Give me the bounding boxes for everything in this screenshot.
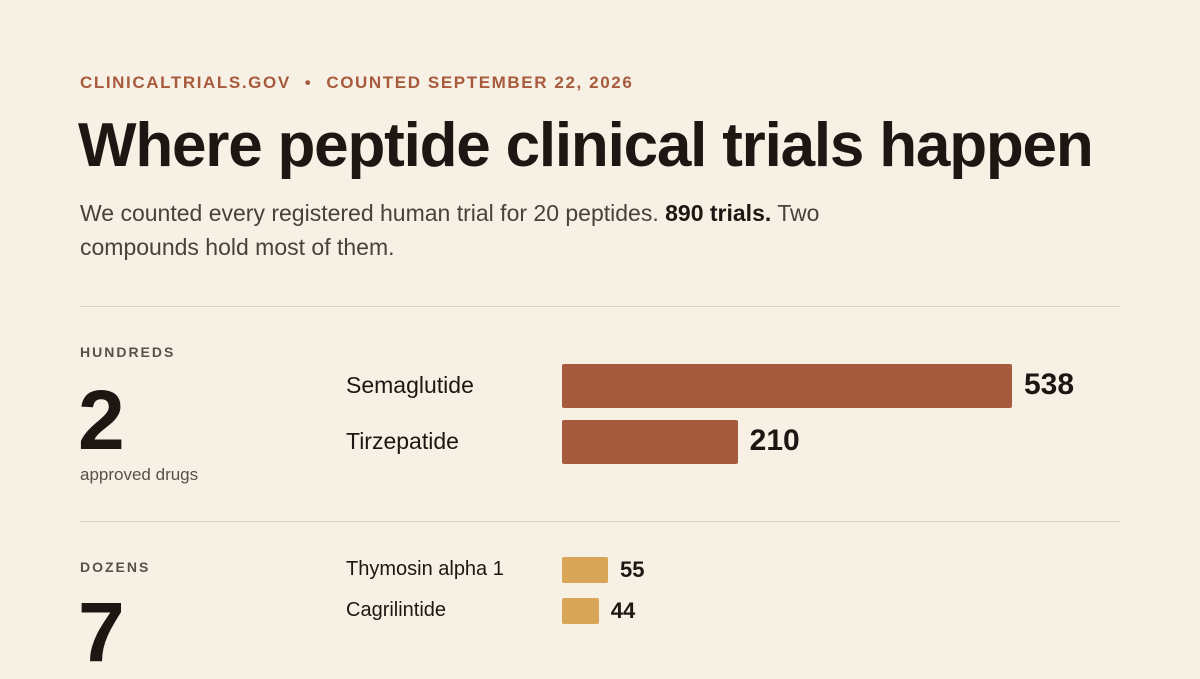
subtitle-text-end: Two compounds hold most of them. bbox=[80, 200, 820, 260]
bar-label-cagrilintide: Cagrilintide bbox=[346, 598, 447, 621]
bar-cagrilintide bbox=[562, 598, 599, 624]
kicker: CLINICALTRIALS.GOV • COUNTED SEPTEMBER 22,… bbox=[80, 73, 633, 93]
subtitle-highlight: 890 trials. bbox=[665, 200, 772, 226]
tier-count-hundreds: 2 bbox=[78, 373, 125, 467]
bar-semaglutide bbox=[562, 364, 1012, 408]
subtitle: We counted every registered human trial … bbox=[80, 196, 940, 264]
subtitle-text: We counted every registered human trial … bbox=[80, 200, 666, 226]
separator-dot: • bbox=[304, 73, 313, 92]
bar-thymosin-alpha-1 bbox=[562, 557, 608, 583]
bar-value-tirzepatide: 210 bbox=[749, 424, 800, 457]
page-title: Where peptide clinical trials happen bbox=[78, 111, 1094, 180]
bar-value-cagrilintide: 44 bbox=[610, 597, 636, 623]
tier-caption-hundreds: approved drugs bbox=[80, 465, 199, 484]
divider bbox=[80, 306, 1120, 307]
tier-label-hundreds: HUNDREDS bbox=[80, 344, 176, 360]
bar-tirzepatide bbox=[562, 420, 738, 464]
source-label: CLINICALTRIALS.GOV bbox=[80, 73, 291, 92]
divider bbox=[80, 521, 1120, 522]
bar-value-semaglutide: 538 bbox=[1024, 368, 1075, 401]
bar-label-thymosin-alpha-1: Thymosin alpha 1 bbox=[346, 557, 504, 580]
bar-label-tirzepatide: Tirzepatide bbox=[346, 427, 459, 454]
date-label: COUNTED SEPTEMBER 22, 2026 bbox=[326, 73, 634, 92]
bar-label-semaglutide: Semaglutide bbox=[346, 371, 474, 398]
bar-value-thymosin-alpha-1: 55 bbox=[620, 556, 645, 582]
tier-count-dozens: 7 bbox=[78, 585, 125, 679]
tier-label-dozens: DOZENS bbox=[80, 559, 151, 575]
